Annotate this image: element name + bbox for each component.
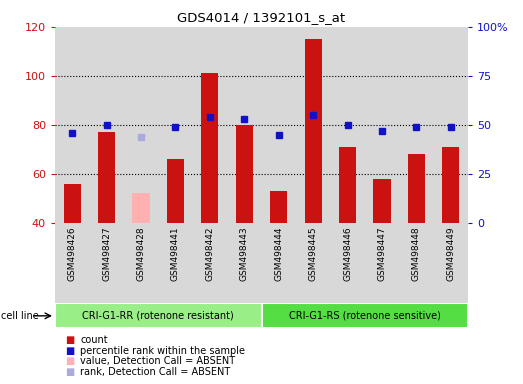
Text: ■: ■	[65, 346, 75, 356]
Text: ■: ■	[65, 335, 75, 345]
Text: GSM498427: GSM498427	[102, 227, 111, 281]
Text: GSM498426: GSM498426	[67, 227, 77, 281]
Bar	[304, 39, 322, 223]
Text: GSM498445: GSM498445	[309, 227, 317, 281]
Bar	[98, 132, 115, 223]
Bar	[124, 27, 158, 223]
Bar	[55, 303, 262, 328]
Bar	[192, 27, 227, 223]
Text: GSM498448: GSM498448	[412, 227, 421, 281]
Bar	[408, 154, 425, 223]
Bar	[55, 27, 89, 223]
Bar	[339, 147, 356, 223]
Text: count: count	[80, 335, 108, 345]
Text: ■: ■	[65, 367, 75, 377]
Bar	[399, 27, 434, 223]
Text: CRI-G1-RS (rotenone sensitive): CRI-G1-RS (rotenone sensitive)	[289, 311, 441, 321]
Bar	[227, 27, 262, 223]
Text: value, Detection Call = ABSENT: value, Detection Call = ABSENT	[80, 356, 235, 366]
Text: cell line: cell line	[1, 311, 39, 321]
Bar	[296, 27, 331, 223]
Text: CRI-G1-RR (rotenone resistant): CRI-G1-RR (rotenone resistant)	[82, 311, 234, 321]
Bar	[201, 73, 219, 223]
Text: rank, Detection Call = ABSENT: rank, Detection Call = ABSENT	[80, 367, 230, 377]
Bar	[270, 191, 287, 223]
Text: GSM498444: GSM498444	[274, 227, 283, 281]
Text: GSM498441: GSM498441	[171, 227, 180, 281]
Bar	[63, 184, 81, 223]
Bar	[434, 27, 468, 223]
Text: GSM498449: GSM498449	[446, 227, 456, 281]
Bar	[262, 303, 468, 328]
Text: ■: ■	[65, 356, 75, 366]
Bar	[262, 27, 296, 223]
Bar	[89, 27, 124, 223]
Text: GSM498428: GSM498428	[137, 227, 145, 281]
Bar	[442, 147, 460, 223]
Bar	[132, 193, 150, 223]
Bar	[331, 27, 365, 223]
Text: GSM498442: GSM498442	[206, 227, 214, 281]
Bar	[365, 27, 399, 223]
Bar	[158, 27, 192, 223]
Text: GSM498443: GSM498443	[240, 227, 249, 281]
Title: GDS4014 / 1392101_s_at: GDS4014 / 1392101_s_at	[177, 11, 346, 24]
Text: percentile rank within the sample: percentile rank within the sample	[80, 346, 245, 356]
Bar	[236, 125, 253, 223]
Text: GSM498447: GSM498447	[378, 227, 386, 281]
Text: GSM498446: GSM498446	[343, 227, 352, 281]
Bar	[373, 179, 391, 223]
Bar	[167, 159, 184, 223]
